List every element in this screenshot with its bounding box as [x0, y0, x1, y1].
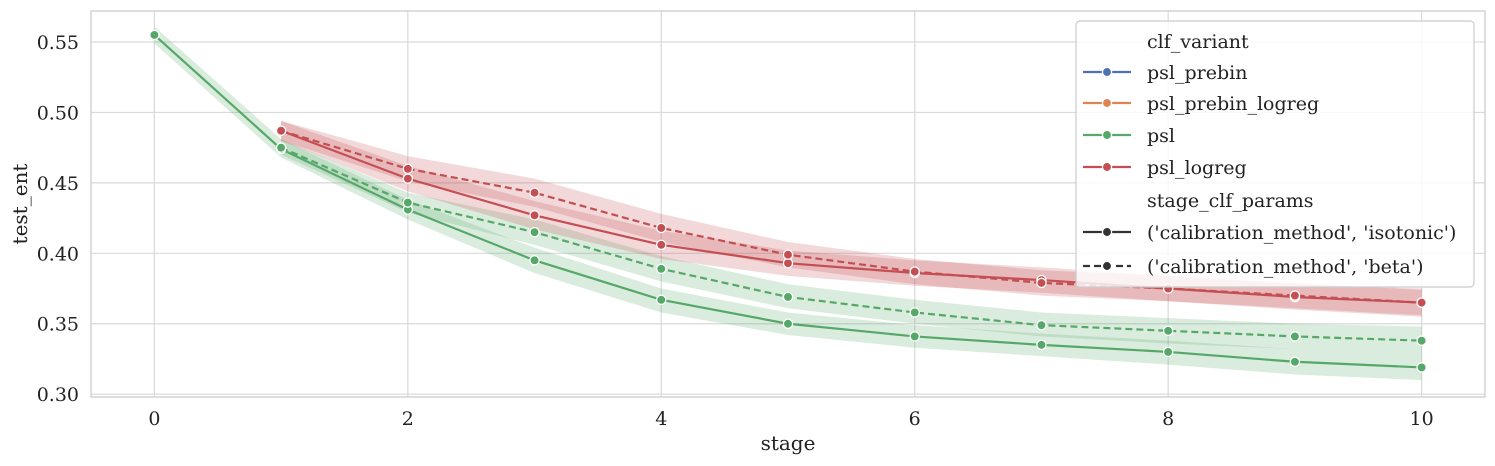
- data-point-psl-isotonic: [529, 255, 540, 266]
- x-tick-label: 2: [402, 408, 414, 430]
- data-point-psl-beta: [529, 226, 540, 238]
- series-line-psl_logreg-isotonic: [280, 129, 1422, 304]
- confidence-band-psl-beta: [281, 139, 1422, 355]
- data-point-psl-beta: [1036, 319, 1047, 331]
- data-point-psl-beta: [656, 263, 667, 275]
- legend-entry-psl: psl: [1147, 125, 1175, 147]
- confidence-band-psl_logreg-beta: [281, 120, 1422, 316]
- legend-marker-psl_prebin_logreg: [1101, 97, 1113, 109]
- legend-style-title: stage_clf_params: [1147, 190, 1314, 212]
- y-tick-label: 0.30: [37, 384, 79, 406]
- data-point-psl_logreg-beta: [1416, 297, 1427, 308]
- data-point-psl-beta: [1289, 331, 1301, 342]
- legend-box: [1075, 20, 1475, 288]
- data-point-psl-isotonic: [1162, 346, 1174, 358]
- legend-style-entry-solid: ('calibration_method', 'isotonic'): [1147, 222, 1456, 244]
- data-point-psl_logreg-isotonic: [656, 239, 667, 251]
- series-line-psl_logreg-beta: [280, 129, 1422, 304]
- legend-entry-psl_prebin: psl_prebin: [1147, 62, 1247, 84]
- legend-marker-psl_logreg: [1101, 161, 1113, 173]
- data-point-psl_logreg-isotonic: [402, 173, 414, 184]
- x-tick-label: 10: [1410, 408, 1434, 430]
- x-tick-label: 0: [148, 408, 160, 430]
- x-axis-label: stage: [761, 431, 816, 455]
- data-point-psl_logreg-isotonic: [529, 210, 540, 221]
- x-tick-label: 6: [909, 408, 921, 430]
- data-point-psl-isotonic: [909, 331, 920, 342]
- data-point-psl_logreg-beta: [529, 187, 540, 198]
- y-tick-label: 0.55: [37, 32, 79, 54]
- data-point-psl_logreg-beta: [909, 266, 920, 277]
- y-tick-label: 0.40: [37, 243, 79, 265]
- data-point-psl_logreg-beta: [1036, 277, 1047, 289]
- data-point-psl_logreg-beta: [275, 125, 287, 136]
- data-point-psl-isotonic: [1289, 356, 1301, 368]
- data-point-psl-beta: [275, 142, 287, 153]
- data-point-psl-beta: [909, 307, 920, 318]
- legend-entry-psl_logreg: psl_logreg: [1147, 157, 1247, 179]
- data-point-psl-beta: [782, 291, 794, 303]
- data-point-psl-beta: [402, 197, 414, 208]
- data-point-psl-isotonic: [1416, 362, 1427, 373]
- data-point-psl_logreg-beta: [1289, 290, 1301, 301]
- x-tick-label: 4: [655, 408, 667, 430]
- y-tick-label: 0.35: [37, 314, 79, 336]
- y-tick-label: 0.50: [37, 102, 79, 124]
- series-points: [149, 29, 1427, 373]
- legend-marker-psl: [1101, 129, 1113, 141]
- y-axis-label: test_ent: [8, 164, 32, 245]
- data-point-psl-beta: [1416, 335, 1427, 346]
- data-point-psl-isotonic: [782, 318, 794, 329]
- x-tick-label: 8: [1162, 408, 1174, 430]
- data-point-psl-beta: [1162, 325, 1174, 337]
- legend-entry-psl_prebin_logreg: psl_prebin_logreg: [1147, 93, 1319, 115]
- data-point-psl_logreg-beta: [782, 249, 794, 260]
- data-point-psl_logreg-beta: [656, 222, 667, 234]
- data-point-psl-isotonic: [656, 294, 667, 306]
- legend-style-marker-dashed: [1101, 260, 1113, 272]
- data-point-psl_logreg-beta: [402, 163, 414, 175]
- legend-style-entry-dashed: ('calibration_method', 'beta'): [1147, 256, 1423, 278]
- legend: clf_variant psl_prebin psl_prebin_logregps…: [1075, 20, 1475, 288]
- data-point-psl-isotonic: [1036, 339, 1047, 351]
- tick-labels: 0 2 4 6 8 10 0.30 0.35 0.40 0.45 0.50 0.55: [37, 32, 1434, 430]
- legend-marker-psl_prebin: [1101, 66, 1113, 78]
- data-point-psl-isotonic: [149, 29, 160, 41]
- legend-style-marker-solid: [1101, 226, 1113, 238]
- plot-frame: [90, 10, 1486, 398]
- y-tick-label: 0.45: [37, 173, 79, 195]
- legend-hue-title: clf_variant: [1147, 31, 1249, 53]
- series-line-psl-beta: [280, 146, 1422, 342]
